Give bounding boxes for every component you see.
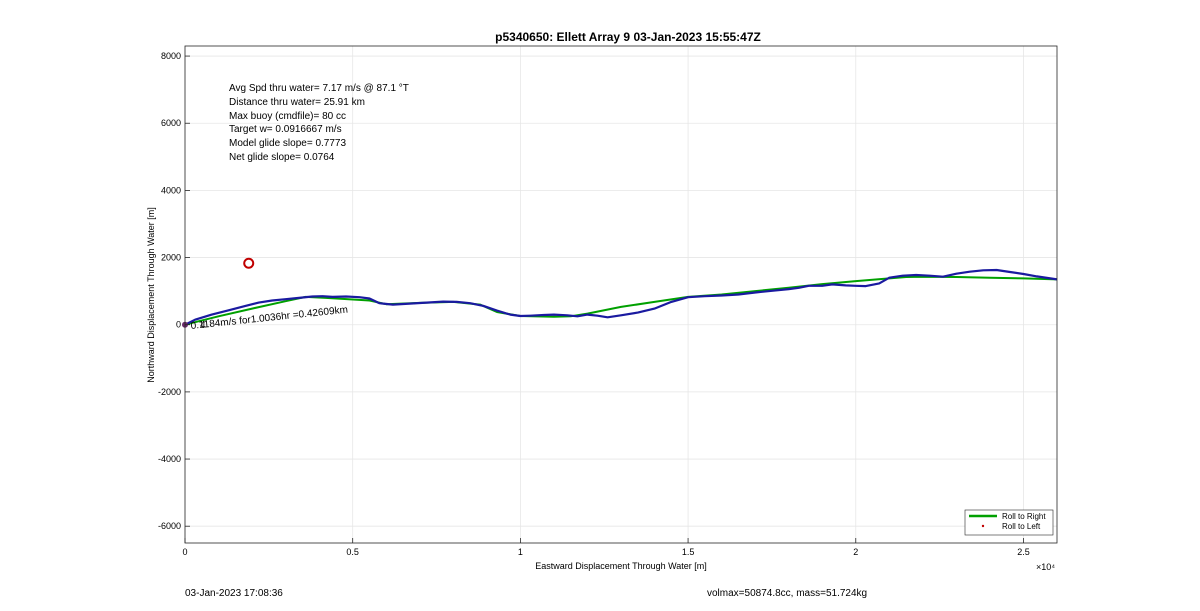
- track-line: [184, 268, 1058, 326]
- annotation-avg-speed: Avg Spd thru water= 7.17 m/s @ 87.1 °T: [229, 83, 409, 94]
- x-tick-label: 2.5: [1017, 547, 1030, 557]
- chart-title: p5340650: Ellett Array 9 03-Jan-2023 15:…: [495, 30, 761, 44]
- x-tick-label: 0.5: [346, 547, 359, 557]
- series-layer: [182, 257, 1058, 328]
- axis-ticks: 0 0.5 1 1.5 2 2.5 -6000 -4000 -2000 0 2000 4000 6000…: [158, 51, 1030, 557]
- annotation-distance: Distance thru water= 25.91 km: [229, 97, 365, 108]
- footer-timestamp: 03-Jan-2023 17:08:36: [185, 588, 283, 599]
- x-tick-label: 1: [518, 547, 523, 557]
- y-tick-label: -6000: [158, 521, 181, 531]
- x-exponent-label: ×10⁴: [1036, 562, 1055, 572]
- x-tick-label: 0: [182, 547, 187, 557]
- legend-roll-left-swatch: [981, 524, 985, 528]
- annotation-net-glide: Net glide slope= 0.0764: [229, 152, 335, 163]
- legend-box: [964, 509, 1054, 536]
- legend-roll-left-label: Roll to Left: [1002, 522, 1041, 531]
- y-tick-label: 4000: [161, 185, 181, 195]
- y-tick-label: 2000: [161, 253, 181, 263]
- legend-roll-right-label: Roll to Right: [1002, 512, 1046, 521]
- x-tick-label: 1.5: [682, 547, 695, 557]
- grid-lines: [184, 46, 1057, 543]
- y-tick-label: -2000: [158, 387, 181, 397]
- y-tick-label: -4000: [158, 454, 181, 464]
- annotation-target-w: Target w= 0.0916667 m/s: [229, 124, 342, 135]
- y-axis-label: Northward Displacement Through Water [m]: [146, 207, 156, 383]
- footer-mass-info: volmax=50874.8cc, mass=51.724kg: [707, 588, 868, 599]
- y-tick-label: 8000: [161, 51, 181, 61]
- y-tick-label: 6000: [161, 118, 181, 128]
- annotation-block: Avg Spd thru water= 7.17 m/s @ 87.1 °T D…: [229, 83, 409, 163]
- legend: Roll to Right Roll to Left: [964, 509, 1054, 536]
- y-tick-label: 0: [176, 320, 181, 330]
- x-tick-label: 2: [853, 547, 858, 557]
- start-label: 4: [200, 320, 206, 331]
- current-label: 0.1184m/s for1.0036hr =0.42609km: [190, 305, 348, 332]
- target-circle-marker: [243, 257, 255, 269]
- annotation-max-buoy: Max buoy (cmdfile)= 80 cc: [229, 111, 346, 122]
- annotation-model-glide: Model glide slope= 0.7773: [229, 138, 346, 149]
- axes-box: [184, 45, 1058, 544]
- x-axis-label: Eastward Displacement Through Water [m]: [535, 561, 707, 571]
